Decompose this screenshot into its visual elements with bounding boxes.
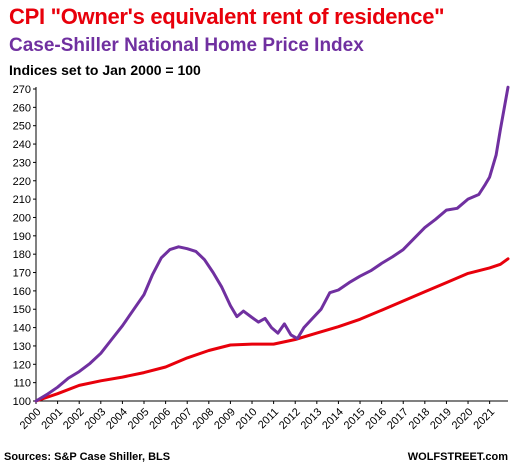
x-tick-label: 2005 — [126, 406, 152, 432]
y-tick-label: 170 — [13, 268, 31, 280]
brand-watermark: WOLFSTREET.com — [407, 451, 508, 463]
cpi-owners-equivalent-rent-line — [34, 257, 510, 403]
x-tick-label: 2017 — [385, 406, 411, 432]
y-tick-label: 130 — [13, 341, 31, 353]
x-tick-label: 2020 — [450, 406, 476, 432]
x-tick-label: 2010 — [234, 406, 260, 432]
y-tick-label: 230 — [13, 157, 31, 169]
x-tick-label: 2009 — [212, 406, 238, 432]
x-tick-label: 2019 — [428, 406, 454, 432]
chart-series-lines — [34, 85, 510, 403]
x-tick-label: 2012 — [277, 406, 303, 432]
y-tick-label: 210 — [13, 194, 31, 206]
x-tick-label: 2006 — [147, 406, 173, 432]
y-tick-label: 190 — [13, 231, 31, 243]
y-tick-label: 150 — [13, 304, 31, 316]
y-tick-label: 140 — [13, 323, 31, 335]
chart-title: CPI "Owner's equivalent rent of residenc… — [9, 4, 445, 29]
y-tick-label: 100 — [13, 396, 31, 408]
x-tick-label: 2002 — [61, 406, 87, 432]
x-tick-label: 2003 — [83, 406, 109, 432]
x-tick-label: 2018 — [407, 406, 433, 432]
y-tick-label: 120 — [13, 359, 31, 371]
case-shiller-home-price-line — [34, 85, 510, 403]
y-tick-label: 240 — [13, 139, 31, 151]
x-tick-label: 2016 — [363, 406, 389, 432]
x-tick-label: 2013 — [299, 406, 325, 432]
x-tick-label: 2021 — [471, 406, 497, 432]
x-tick-label: 2015 — [342, 406, 368, 432]
y-tick-label: 220 — [13, 176, 31, 188]
x-tick-label: 2008 — [191, 406, 217, 432]
chart-note: Indices set to Jan 2000 = 100 — [9, 62, 201, 78]
y-tick-label: 270 — [13, 84, 31, 96]
y-tick-label: 200 — [13, 212, 31, 224]
x-tick-label: 2014 — [320, 406, 346, 432]
chart-subtitle: Case-Shiller National Home Price Index — [9, 35, 364, 56]
x-tick-label: 2007 — [169, 406, 195, 432]
y-tick-label: 260 — [13, 102, 31, 114]
x-tick-label: 2011 — [256, 406, 281, 431]
source-note: Sources: S&P Case Shiller, BLS — [4, 451, 171, 463]
chart-axes — [35, 87, 508, 402]
x-axis-ticks: 2000200120022003200420052006200720082009… — [18, 401, 497, 432]
y-tick-label: 110 — [13, 378, 31, 390]
y-axis-ticks: 100 110 120 130 140 150 160 170 180 190 200 210 220 2… — [13, 84, 36, 408]
y-tick-label: 180 — [13, 249, 31, 261]
x-tick-label: 2000 — [18, 406, 44, 432]
x-tick-label: 2001 — [39, 406, 65, 432]
y-tick-label: 160 — [13, 286, 31, 298]
x-tick-label: 2004 — [104, 406, 130, 432]
y-tick-label: 250 — [13, 121, 31, 133]
